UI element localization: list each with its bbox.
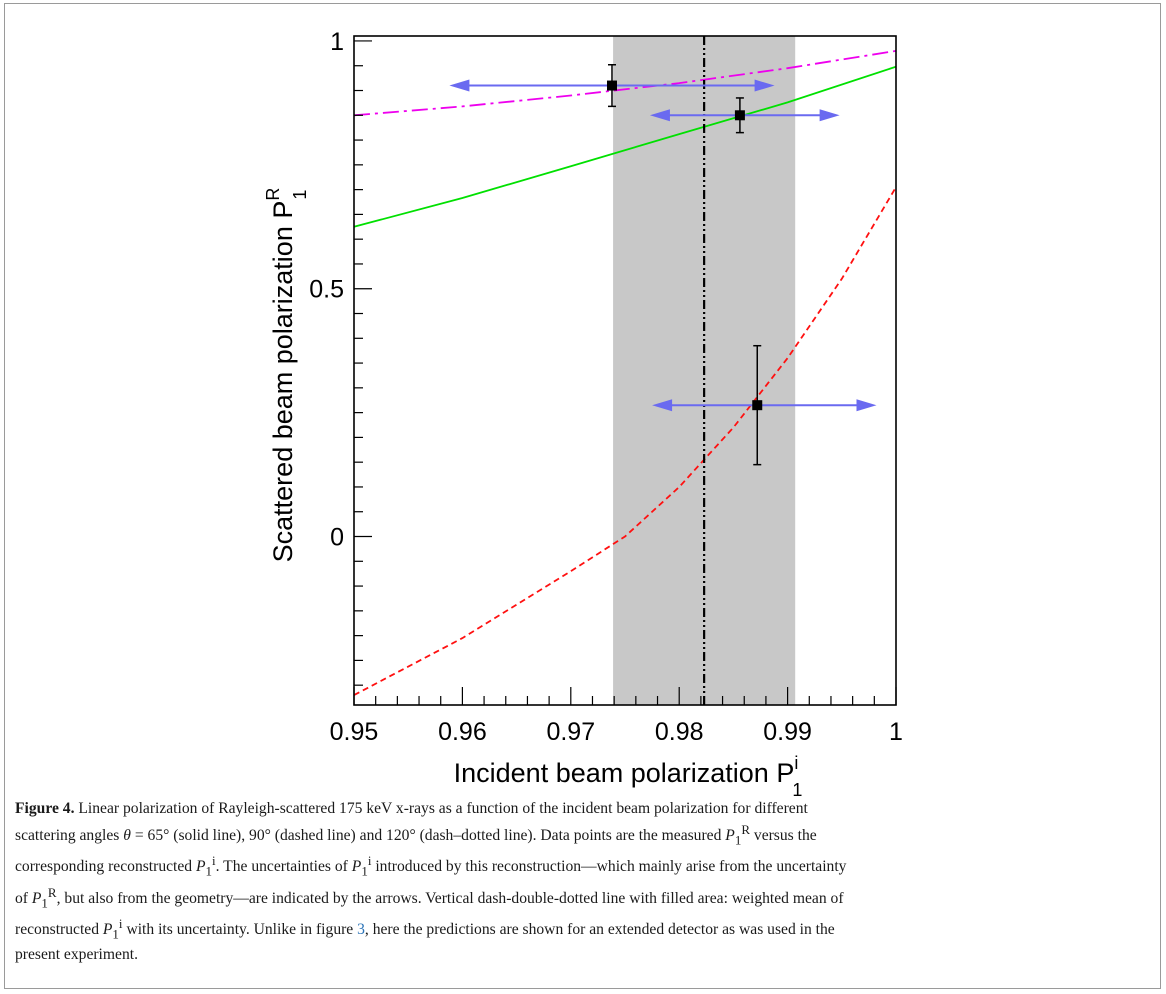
x-tick-label: 0.97 [546, 718, 595, 746]
y-tick-label: 0 [330, 524, 344, 552]
x-tick-label: 0.98 [655, 718, 704, 746]
y-tick-label: 1 [330, 28, 344, 56]
arrow-head-left [652, 399, 673, 412]
arrow-head-left [449, 79, 470, 92]
point-marker [606, 80, 617, 91]
curve-dashed [353, 186, 897, 696]
data-point-3 [652, 344, 877, 466]
x-tick-label: 0.95 [330, 718, 379, 746]
data-point-2 [649, 97, 840, 134]
arrow-head-left [649, 109, 670, 122]
arrow-head-right [856, 399, 877, 412]
polarization-chart: 0.95 0.96 0.97 0.98 0.99 1 0 0.5 1 Incident beam… [263, 28, 903, 800]
y-tick-label: 0.5 [309, 276, 344, 304]
data-point-1 [449, 63, 775, 108]
curve-dash-dotted [353, 50, 897, 117]
y-axis-label: Scattered beam polarization PR 1 [263, 188, 310, 563]
x-tick-label: 0.96 [438, 718, 487, 746]
axis-ticks [353, 40, 897, 705]
point-marker [752, 400, 763, 411]
arrow-head-right [819, 109, 840, 122]
arrow-head-right [754, 79, 775, 92]
prediction-curves [353, 50, 897, 696]
figure-caption: Figure 4. Linear polarization of Rayleig… [15, 800, 847, 964]
x-axis-label: Incident beam polarization Pi 1 [454, 753, 803, 800]
tick-labels: 0.95 0.96 0.97 0.98 0.99 1 0 0.5 1 [309, 28, 903, 746]
curve-solid [353, 65, 897, 228]
figure-frame [4, 3, 1161, 989]
x-tick-label: 1 [889, 718, 903, 746]
figure-3-link[interactable]: 3 [357, 921, 365, 939]
data-points [449, 63, 877, 466]
plot-area [353, 35, 897, 706]
x-tick-label: 0.99 [763, 718, 812, 746]
point-marker [734, 110, 745, 121]
figure-label: Figure 4. [15, 800, 75, 817]
